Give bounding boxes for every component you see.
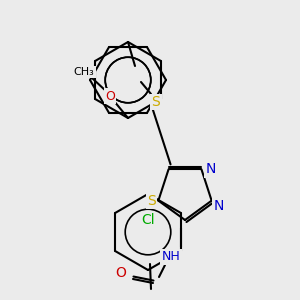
Text: S: S — [147, 194, 156, 208]
Text: NH: NH — [162, 250, 180, 263]
Text: N: N — [205, 162, 216, 176]
Text: N: N — [213, 199, 224, 213]
Text: CH₃: CH₃ — [74, 67, 94, 77]
Text: Cl: Cl — [141, 213, 155, 227]
Text: O: O — [105, 89, 115, 103]
Text: O: O — [116, 266, 126, 280]
Text: S: S — [152, 95, 160, 109]
